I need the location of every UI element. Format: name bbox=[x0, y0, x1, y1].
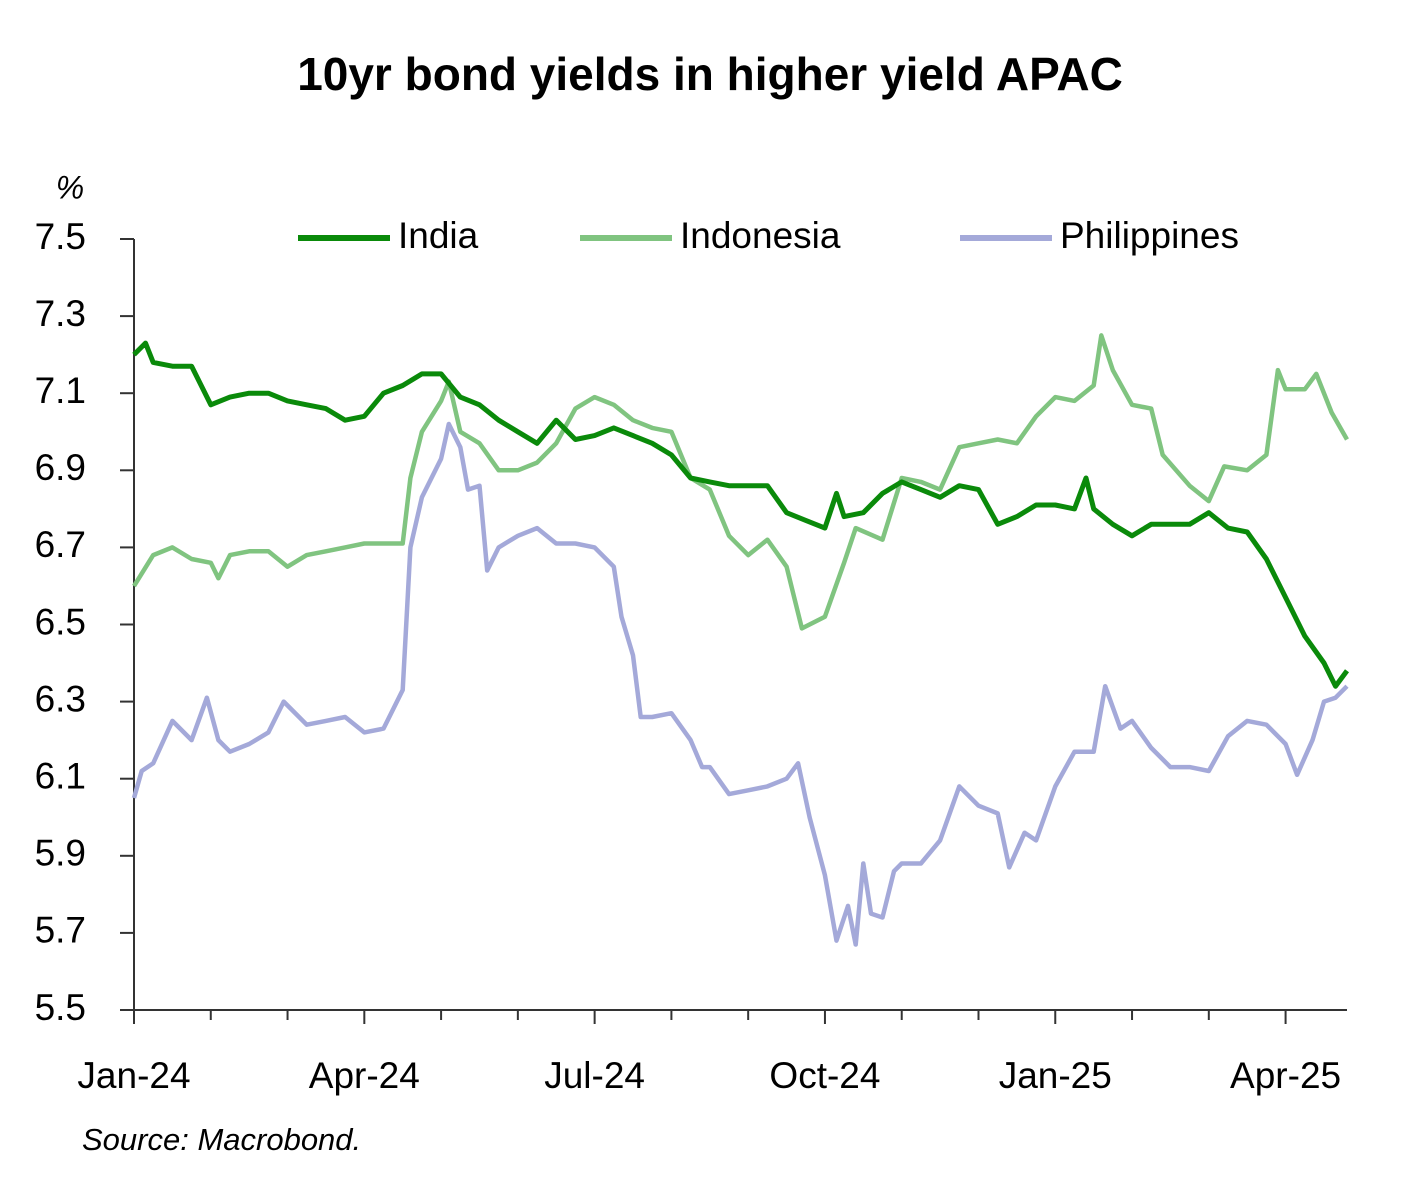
legend-label: India bbox=[398, 215, 479, 256]
y-tick-label: 6.1 bbox=[35, 755, 86, 796]
x-tick-label: Jan-25 bbox=[999, 1055, 1112, 1096]
x-tick-label: Apr-24 bbox=[309, 1055, 420, 1096]
y-tick-label: 6.9 bbox=[35, 447, 86, 488]
y-tick-label: 6.7 bbox=[35, 524, 86, 565]
series-line bbox=[131, 421, 1349, 947]
source-note: Source: Macrobond. bbox=[82, 1122, 361, 1157]
series-line bbox=[132, 340, 1350, 689]
x-tick-label: Apr-25 bbox=[1230, 1055, 1341, 1096]
y-tick-label: 5.5 bbox=[35, 987, 86, 1028]
y-axis-label: % bbox=[56, 169, 84, 205]
legend-label: Indonesia bbox=[680, 215, 841, 256]
x-tick-label: Jul-24 bbox=[544, 1055, 645, 1096]
series-line bbox=[132, 333, 1349, 631]
x-tick-label: Jan-24 bbox=[77, 1055, 190, 1096]
y-tick-label: 7.5 bbox=[35, 216, 86, 257]
y-tick-label: 7.3 bbox=[35, 293, 86, 334]
y-tick-label: 6.5 bbox=[35, 601, 86, 642]
y-tick-label: 5.7 bbox=[35, 910, 86, 951]
x-tick-label: Oct-24 bbox=[769, 1055, 880, 1096]
legend-label: Philippines bbox=[1060, 215, 1239, 256]
y-tick-label: 5.9 bbox=[35, 833, 86, 874]
y-tick-label: 7.1 bbox=[35, 370, 86, 411]
chart-title: 10yr bond yields in higher yield APAC bbox=[297, 48, 1123, 100]
y-tick-label: 6.3 bbox=[35, 678, 86, 719]
